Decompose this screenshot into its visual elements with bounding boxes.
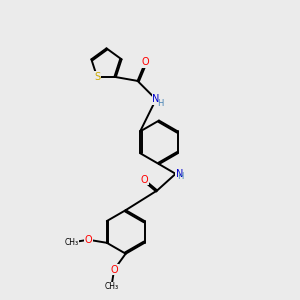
Text: H: H	[178, 172, 184, 182]
Text: N: N	[176, 169, 183, 179]
Text: S: S	[94, 72, 100, 82]
Text: O: O	[141, 175, 148, 185]
Text: CH₃: CH₃	[65, 238, 79, 247]
Text: O: O	[141, 58, 149, 68]
Text: CH₃: CH₃	[104, 282, 119, 291]
Text: H: H	[158, 100, 164, 109]
Text: N: N	[152, 94, 160, 104]
Text: O: O	[85, 235, 92, 245]
Text: O: O	[110, 265, 118, 275]
